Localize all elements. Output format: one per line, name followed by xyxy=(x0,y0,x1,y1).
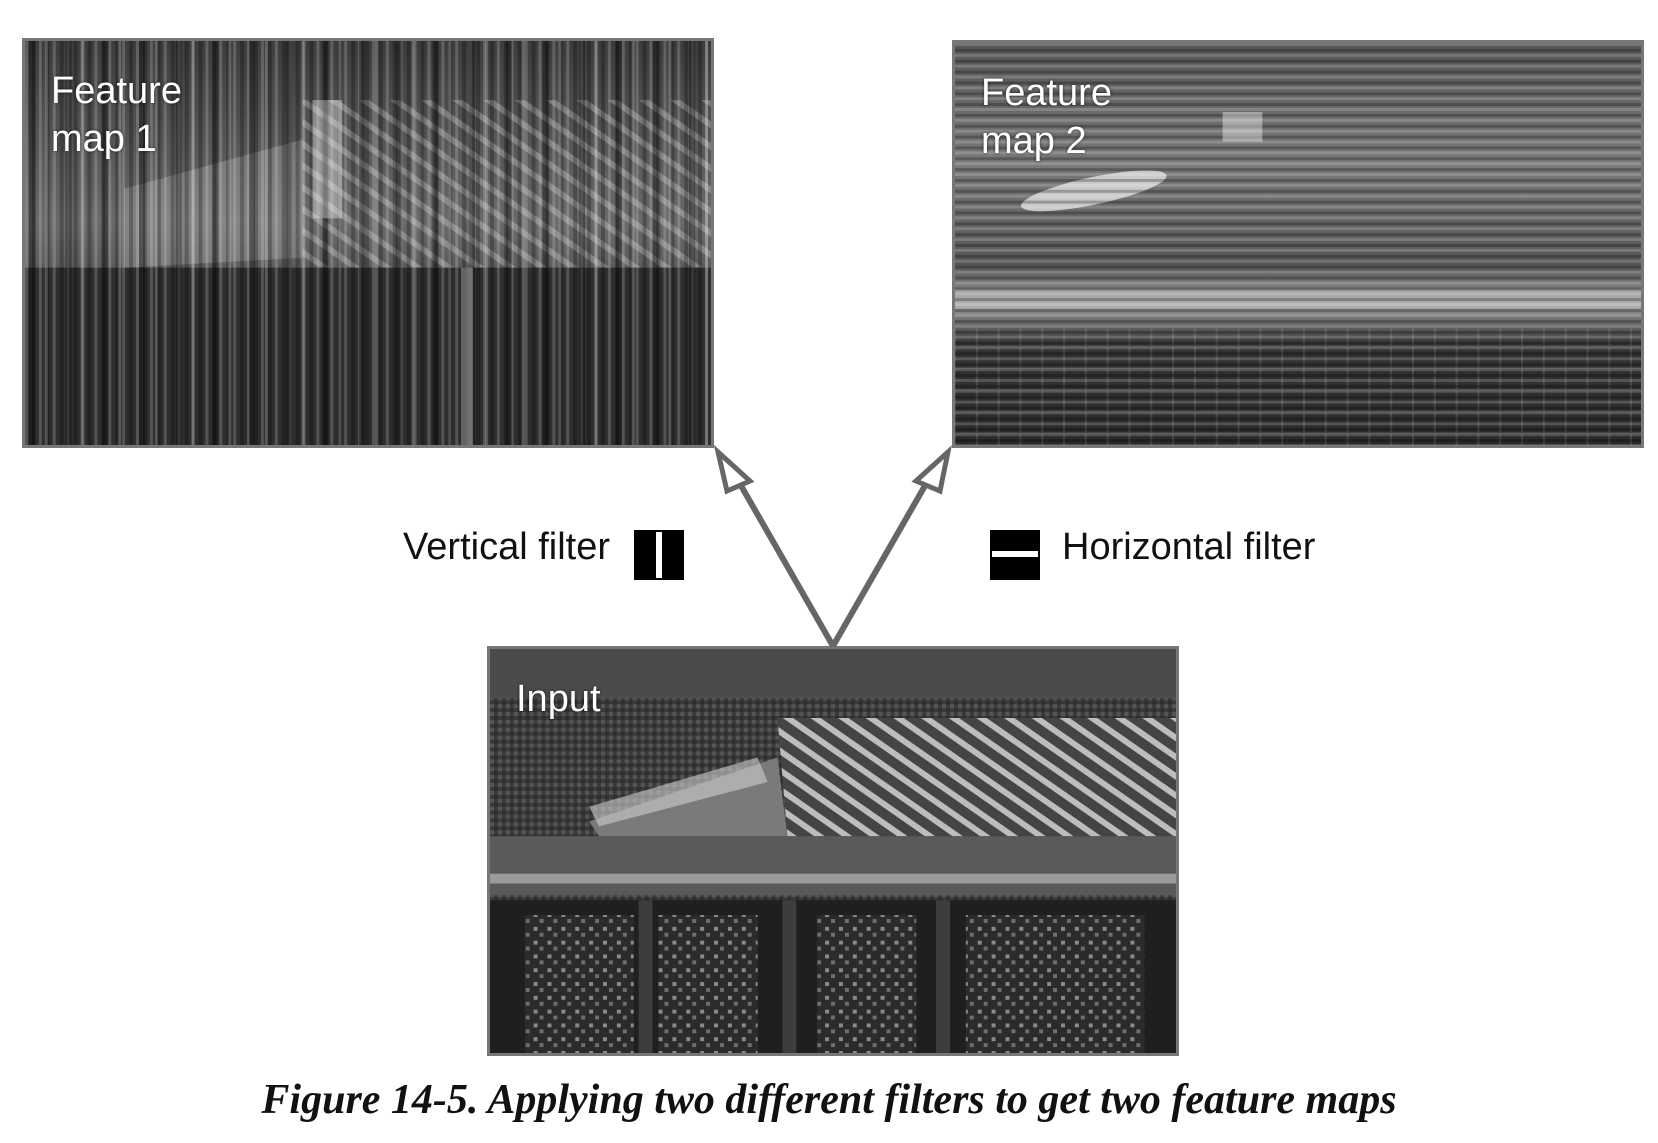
vertical-filter-icon xyxy=(634,530,684,580)
feature-map-1-image xyxy=(25,41,711,445)
feature-map-1-panel: Feature map 1 xyxy=(22,38,714,448)
arrow-to-feature-map-2 xyxy=(830,445,952,648)
feature-map-2-panel: Feature map 2 xyxy=(952,40,1644,448)
input-image xyxy=(490,649,1176,1053)
feature-map-2-label: Feature map 2 xyxy=(981,72,1112,162)
input-label: Input xyxy=(516,678,601,720)
horizontal-filter-icon xyxy=(990,530,1040,580)
feature-map-2-image xyxy=(955,43,1641,445)
feature-map-1-label: Feature map 1 xyxy=(51,70,182,160)
input-panel: Input xyxy=(487,646,1179,1056)
arrow-to-feature-map-1 xyxy=(713,444,836,648)
horizontal-filter-label: Horizontal filter xyxy=(1062,526,1316,568)
figure-caption: Figure 14-5. Applying two different filt… xyxy=(261,1077,1397,1123)
vertical-filter-label: Vertical filter xyxy=(403,526,610,568)
